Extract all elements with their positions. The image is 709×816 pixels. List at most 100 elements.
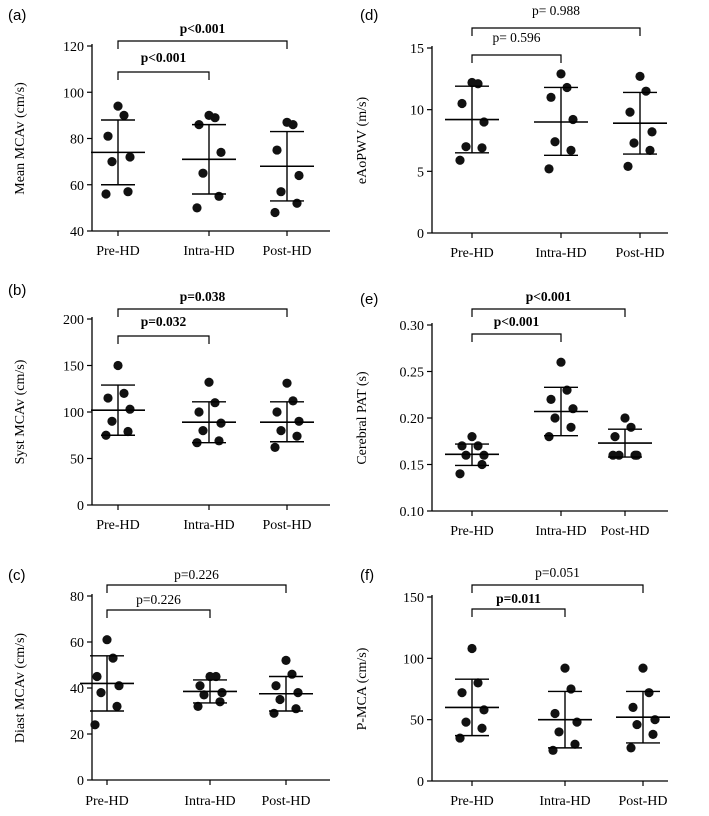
x-tick-label: Post-HD (261, 794, 310, 809)
data-point (610, 432, 620, 442)
data-point (293, 688, 303, 698)
data-point (461, 717, 471, 727)
data-point (123, 426, 133, 437)
group-Pre-HD (91, 360, 145, 440)
group-Pre-HD (445, 432, 499, 479)
data-point (467, 643, 477, 654)
data-point (214, 191, 224, 201)
data-point (210, 398, 220, 408)
data-point (276, 426, 286, 436)
data-point (282, 117, 292, 127)
group-Pre-HD (91, 101, 145, 199)
y-tick-label: 0 (77, 499, 84, 514)
data-point (457, 688, 467, 698)
comparison-bracket (117, 40, 288, 49)
data-point (477, 459, 487, 470)
data-point (473, 441, 483, 451)
data-point (270, 442, 280, 452)
y-tick-label: 100 (63, 406, 84, 421)
data-point (204, 377, 214, 387)
data-point (570, 739, 580, 749)
p-value-label: p<0.001 (180, 21, 226, 36)
data-point (269, 708, 279, 718)
panel-label: (a) (8, 7, 26, 24)
data-point (119, 388, 129, 398)
data-point (632, 719, 642, 730)
p-value-label: p= 0.596 (492, 30, 540, 45)
y-tick-label: 0.30 (400, 319, 425, 334)
group-Intra-HD (534, 357, 588, 442)
panel-label: (d) (360, 7, 378, 24)
p-value-label: p<0.001 (494, 314, 540, 329)
data-point (282, 378, 292, 388)
data-point (457, 441, 467, 451)
y-tick-label: 0 (417, 775, 424, 790)
data-point (123, 187, 133, 197)
data-point (103, 393, 113, 403)
data-point (626, 422, 636, 432)
data-point (477, 143, 487, 153)
data-point (272, 145, 282, 155)
y-axis-label: Diast MCAv (cm/s) (13, 633, 28, 744)
data-point (112, 701, 122, 712)
data-point (544, 432, 554, 442)
y-tick-label: 60 (70, 179, 84, 194)
y-tick-label: 200 (63, 313, 84, 328)
data-point (548, 745, 558, 755)
data-point (644, 688, 654, 698)
y-tick-label: 150 (403, 591, 424, 606)
data-point (626, 743, 636, 753)
data-point (294, 416, 304, 426)
data-point (193, 701, 203, 712)
x-tick-label: Pre-HD (96, 244, 140, 259)
comparison-bracket (117, 335, 210, 344)
x-tick-label: Intra-HD (183, 244, 234, 259)
data-point (647, 127, 657, 137)
comparison-bracket (471, 27, 641, 36)
comparison-bracket (471, 608, 566, 617)
comparison-bracket (471, 584, 644, 593)
data-point (125, 404, 135, 414)
x-tick-label: Intra-HD (183, 518, 234, 533)
y-tick-label: 0.15 (400, 459, 425, 474)
group-Post-HD (616, 663, 670, 753)
x-tick-label: Pre-HD (450, 524, 494, 539)
y-axis-label: Cerebral PAT (s) (355, 371, 370, 465)
data-point (556, 357, 566, 367)
y-tick-label: 0.10 (400, 505, 425, 520)
data-point (635, 71, 645, 81)
x-tick-label: Intra-HD (539, 794, 590, 809)
y-tick-label: 80 (70, 133, 84, 148)
comparison-bracket (106, 584, 287, 593)
data-point (270, 207, 280, 218)
x-tick-label: Pre-HD (450, 246, 494, 261)
data-point (107, 157, 117, 167)
comparison-bracket (117, 71, 210, 80)
x-tick-label: Intra-HD (184, 794, 235, 809)
data-point (623, 161, 633, 171)
panel-f: (f) 0 50 100 150 P-MCA (cm/s) Pre-HD Intra-HD Po… (355, 565, 670, 809)
y-axis-label: P-MCA (cm/s) (355, 647, 370, 730)
p-value-label: p<0.001 (526, 289, 572, 304)
panel-c: (c) 0 20 40 60 80 Diast MCAv (cm/s) Pre-HD Intra… (8, 567, 330, 809)
group-Intra-HD (183, 671, 237, 712)
x-tick-label: Post-HD (262, 518, 311, 533)
panel-label: (f) (360, 567, 374, 584)
data-point (199, 690, 209, 700)
data-point (287, 669, 297, 679)
data-point (566, 422, 576, 432)
x-tick-label: Intra-HD (535, 246, 586, 261)
group-Pre-HD (445, 77, 499, 165)
panel-label: (c) (8, 567, 26, 584)
data-point (546, 92, 556, 102)
data-point (102, 635, 112, 645)
group-Post-HD (613, 71, 667, 171)
data-point (217, 688, 227, 698)
data-point (554, 727, 564, 737)
data-point (641, 86, 651, 96)
data-point (294, 170, 304, 181)
data-point (275, 694, 285, 705)
p-value-label: p=0.226 (136, 592, 181, 607)
group-Post-HD (260, 378, 314, 452)
data-point (461, 450, 471, 460)
